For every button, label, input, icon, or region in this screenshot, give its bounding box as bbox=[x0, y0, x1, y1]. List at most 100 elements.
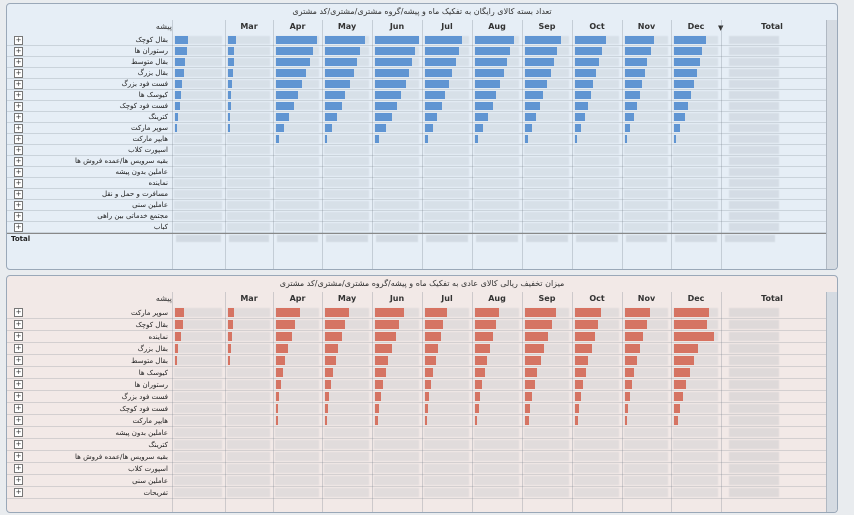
column-header-first[interactable] bbox=[172, 292, 225, 306]
blurred-value bbox=[374, 476, 419, 485]
expand-icon[interactable]: + bbox=[14, 36, 23, 45]
blurred-value bbox=[673, 476, 718, 485]
expand-icon[interactable]: + bbox=[14, 146, 23, 155]
blurred-value bbox=[275, 404, 319, 413]
vertical-scrollbar[interactable] bbox=[826, 292, 837, 512]
blurred-value bbox=[275, 332, 319, 341]
blurred-total-value bbox=[675, 235, 717, 242]
expand-icon[interactable]: + bbox=[14, 368, 23, 377]
blurred-value bbox=[227, 416, 270, 425]
expand-icon[interactable]: + bbox=[14, 416, 23, 425]
column-header-dec[interactable]: Dec bbox=[671, 20, 721, 34]
blurred-value bbox=[574, 428, 619, 437]
blurred-value bbox=[673, 380, 718, 389]
blurred-value bbox=[227, 58, 270, 66]
blurred-value bbox=[574, 124, 619, 132]
expand-icon[interactable]: + bbox=[14, 428, 23, 437]
column-header-sep[interactable]: Sep bbox=[522, 292, 572, 306]
blurred-value bbox=[174, 332, 222, 341]
column-header-jul[interactable]: Jul bbox=[422, 292, 472, 306]
expand-icon[interactable]: + bbox=[14, 157, 23, 166]
column-header-mar[interactable]: Mar bbox=[225, 292, 273, 306]
expand-icon[interactable]: + bbox=[14, 344, 23, 353]
column-header-jul[interactable]: Jul bbox=[422, 20, 472, 34]
expand-icon[interactable]: + bbox=[14, 102, 23, 111]
column-header-sep[interactable]: Sep bbox=[522, 20, 572, 34]
blurred-value bbox=[275, 36, 319, 44]
blurred-value bbox=[524, 440, 569, 449]
expand-icon[interactable]: + bbox=[14, 80, 23, 89]
expand-icon[interactable]: + bbox=[14, 124, 23, 133]
row-label-cell: + بقال متوسط bbox=[7, 355, 172, 367]
column-header-nov[interactable]: Nov bbox=[622, 292, 671, 306]
column-header-may[interactable]: May bbox=[322, 292, 372, 306]
expand-icon[interactable]: + bbox=[14, 69, 23, 78]
row-label: سوپر مارکت bbox=[25, 307, 168, 319]
expand-icon[interactable]: + bbox=[14, 404, 23, 413]
expand-icon[interactable]: + bbox=[14, 452, 23, 461]
column-header-dec[interactable]: Dec bbox=[671, 292, 721, 306]
expand-icon[interactable]: + bbox=[14, 223, 23, 232]
column-header-may[interactable]: May bbox=[322, 20, 372, 34]
expand-icon[interactable]: + bbox=[14, 308, 23, 317]
expand-icon[interactable]: + bbox=[14, 332, 23, 341]
column-header-jun[interactable]: Jun bbox=[372, 292, 422, 306]
vertical-scrollbar[interactable] bbox=[826, 20, 837, 269]
blurred-value bbox=[324, 308, 369, 317]
blurred-value bbox=[227, 124, 270, 132]
expand-icon[interactable]: + bbox=[14, 464, 23, 473]
blurred-value bbox=[474, 58, 519, 66]
pivot-grid: پیشه Mar Apr May Jun Jul Aug Sep Oct Nov Dec Total +… bbox=[7, 292, 837, 512]
expand-icon[interactable]: + bbox=[14, 91, 23, 100]
expand-icon[interactable]: + bbox=[14, 201, 23, 210]
expand-icon[interactable]: + bbox=[14, 356, 23, 365]
column-header-total[interactable]: Total bbox=[721, 20, 823, 34]
row-label-cell: + بقال کوچک bbox=[7, 35, 172, 46]
expand-icon[interactable]: + bbox=[14, 488, 23, 497]
blurred-value bbox=[624, 368, 668, 377]
row-label: کیوسک ها bbox=[25, 367, 168, 379]
expand-icon[interactable]: + bbox=[14, 179, 23, 188]
column-header-mar[interactable]: Mar bbox=[225, 20, 273, 34]
column-header-oct[interactable]: Oct bbox=[572, 20, 622, 34]
blurred-value bbox=[227, 113, 270, 121]
expand-icon[interactable]: + bbox=[14, 113, 23, 122]
blurred-value bbox=[474, 201, 519, 209]
expand-icon[interactable]: + bbox=[14, 476, 23, 485]
blurred-value bbox=[374, 58, 419, 66]
row-label-cell: + عاملین سنی bbox=[7, 200, 172, 211]
blurred-total-value bbox=[729, 344, 779, 353]
column-header-first[interactable] bbox=[172, 20, 225, 34]
column-header-oct[interactable]: Oct bbox=[572, 292, 622, 306]
blurred-total-value bbox=[476, 235, 518, 242]
column-header-aug[interactable]: Aug bbox=[472, 20, 522, 34]
blurred-value bbox=[474, 392, 519, 401]
expand-icon[interactable]: + bbox=[14, 392, 23, 401]
pivot-grid: پیشه Mar Apr May Jun Jul Aug Sep Oct Nov Dec Total ▼… bbox=[7, 20, 837, 269]
blurred-value bbox=[174, 135, 222, 143]
blurred-value bbox=[424, 392, 469, 401]
column-header-aug[interactable]: Aug bbox=[472, 292, 522, 306]
panel-title: تعداد بسته کالای رایگان به تفکیک ماه و پ… bbox=[7, 4, 837, 20]
expand-icon[interactable]: + bbox=[14, 440, 23, 449]
expand-icon[interactable]: + bbox=[14, 47, 23, 56]
row-label-cell: + بقال بزرگ bbox=[7, 68, 172, 79]
expand-icon[interactable]: + bbox=[14, 58, 23, 67]
column-header-jun[interactable]: Jun bbox=[372, 20, 422, 34]
expand-icon[interactable]: + bbox=[14, 380, 23, 389]
expand-icon[interactable]: + bbox=[14, 320, 23, 329]
column-header-total[interactable]: Total bbox=[721, 292, 823, 306]
column-header-apr[interactable]: Apr bbox=[273, 292, 322, 306]
blurred-value bbox=[174, 190, 222, 198]
column-header-nov[interactable]: Nov bbox=[622, 20, 671, 34]
expand-icon[interactable]: + bbox=[14, 190, 23, 199]
blurred-value bbox=[424, 488, 469, 497]
row-label-cell: + کباب bbox=[7, 222, 172, 233]
blurred-value bbox=[324, 91, 369, 99]
expand-icon[interactable]: + bbox=[14, 212, 23, 221]
blurred-value bbox=[174, 113, 222, 121]
expand-icon[interactable]: + bbox=[14, 135, 23, 144]
expand-icon[interactable]: + bbox=[14, 168, 23, 177]
column-header-apr[interactable]: Apr bbox=[273, 20, 322, 34]
blurred-value bbox=[324, 488, 369, 497]
